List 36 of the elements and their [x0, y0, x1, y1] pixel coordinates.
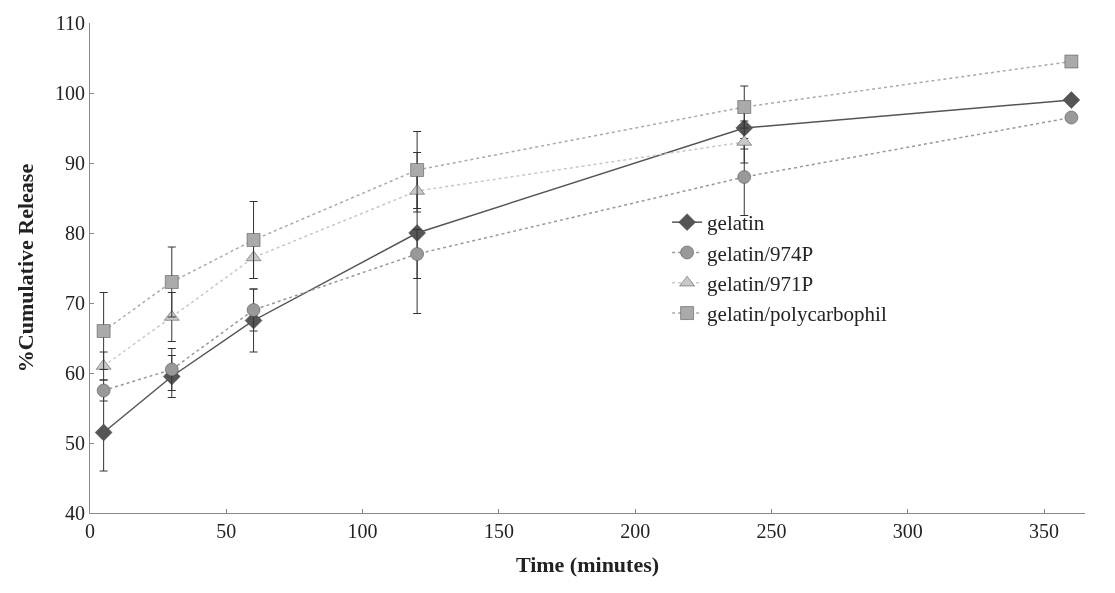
y-tick-label: 60 [65, 362, 85, 384]
point [410, 247, 424, 261]
x-tick-label: 200 [620, 520, 651, 542]
x-axis-title: Time (minutes) [515, 551, 660, 577]
point [165, 275, 179, 289]
x-tick-label: 300 [892, 520, 923, 542]
y-axis-title: %Cumulative Release [12, 163, 38, 373]
point [1064, 54, 1079, 69]
legend-label: gelatin/polycarbophil [707, 302, 887, 327]
x-tick-label: 50 [216, 520, 237, 542]
point [737, 170, 751, 184]
point [96, 324, 111, 338]
y-tick-label: 100 [55, 82, 85, 104]
y-tick-label: 80 [65, 222, 85, 244]
y-tick-label: 50 [65, 432, 85, 454]
y-tick-label: 40 [65, 502, 85, 524]
x-tick-label: 350 [1029, 520, 1060, 542]
legend-label: gelatin/971P [707, 271, 814, 296]
legend-label: gelatin/974P [707, 241, 814, 266]
y-tick-label: 70 [65, 292, 85, 314]
point [410, 163, 424, 177]
point [94, 423, 113, 442]
x-tick-label: 250 [756, 520, 787, 542]
x-tick-label: 100 [347, 520, 378, 542]
point [1062, 91, 1081, 109]
x-tick-label: 150 [483, 520, 514, 542]
y-tick-label: 110 [55, 12, 85, 34]
y-tick-label: 90 [65, 152, 85, 174]
x-tick-label: 0 [85, 520, 95, 542]
point [96, 383, 111, 398]
legend-label: gelatin [707, 211, 765, 236]
point [246, 233, 261, 247]
point [165, 362, 179, 377]
point [1064, 110, 1079, 125]
point [737, 100, 751, 114]
point [246, 303, 261, 317]
